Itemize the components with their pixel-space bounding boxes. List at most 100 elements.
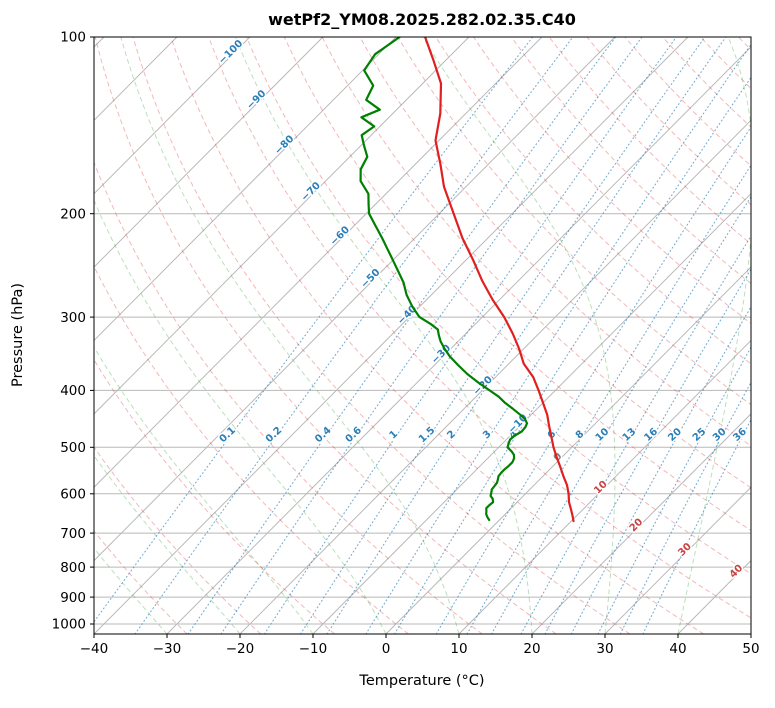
dry-adiabat-line: [94, 265, 409, 634]
mixing-ratio-line: [466, 164, 751, 634]
y-tick-label: 400: [60, 383, 86, 399]
y-tick-label: 300: [60, 310, 86, 326]
mixing-ratio-line: [544, 268, 751, 634]
mixing-ratio-lines-group: [94, 37, 751, 634]
isotherm-label: −90: [245, 88, 269, 112]
dry-adiabat-line: [662, 37, 751, 128]
isotherm-line: [94, 37, 543, 488]
mixing-ratio-label: 20: [666, 426, 684, 444]
y-tick-label: 600: [60, 487, 86, 503]
y-tick-label: 800: [60, 560, 86, 576]
mixing-ratio-line: [570, 305, 751, 634]
dry-adiabats-group: [94, 37, 751, 634]
mixing-ratio-line: [299, 37, 706, 634]
mixing-ratio-label: 8: [574, 429, 587, 442]
x-axis-label: Temperature (°C): [358, 673, 484, 689]
isotherm-line: [94, 37, 251, 195]
dry-adiabat-line: [397, 37, 751, 406]
sounding-curves: [359, 37, 575, 523]
isotherm-line: [385, 266, 751, 634]
isotherm-label: 40: [728, 563, 746, 581]
x-tick-label: 10: [450, 641, 467, 657]
isotherm-line: [312, 193, 751, 634]
y-axis-label: Pressure (hPa): [10, 283, 26, 387]
moist-adiabat-line: [120, 37, 460, 634]
pressure-gridlines: [94, 37, 751, 625]
mixing-ratio-label: 1: [388, 429, 401, 442]
x-tick-label: 20: [523, 641, 540, 657]
isotherm-label: 20: [628, 517, 646, 535]
x-tick-label: −20: [226, 641, 255, 657]
mixing-ratio-line: [435, 126, 751, 634]
isotherm-line: [94, 37, 470, 415]
y-tick-label: 1000: [52, 617, 86, 633]
mixing-ratio-line: [134, 37, 574, 634]
isotherm-line: [94, 37, 324, 268]
background-lines: 0.1 0.2 0.4 0.6 1 1.5 2 3 4 6 8 10 13 16 20 25 30 36−100−…: [94, 37, 751, 634]
mixing-ratio-line: [326, 37, 727, 634]
mixing-ratio-line: [365, 43, 751, 634]
y-tick-label: 500: [60, 440, 86, 456]
y-tick-label: 200: [60, 206, 86, 222]
dry-adiabat-line: [94, 161, 483, 634]
y-tick-label: 100: [60, 30, 86, 46]
mixing-ratio-line: [393, 76, 751, 634]
isotherm-line: [166, 46, 751, 634]
mixing-ratio-label: 0.2: [264, 425, 284, 445]
isotherm-line: [94, 37, 397, 342]
dry-adiabat-line: [586, 37, 751, 206]
y-tick-label: 900: [60, 590, 86, 606]
dry-adiabat-line: [510, 37, 751, 285]
y-tick-label: 700: [60, 526, 86, 542]
moist-adiabat-line: [677, 37, 751, 634]
x-axis-ticks: −40 −30 −20 −10 0 10 20 30 40 50: [80, 634, 760, 657]
isotherm-line: [750, 633, 751, 634]
mixing-ratio-line: [490, 195, 751, 634]
mixing-ratio-line: [263, 37, 677, 634]
plot-frame: [93, 36, 752, 635]
dry-adiabat-line: [321, 37, 751, 489]
x-tick-label: 30: [596, 641, 613, 657]
dry-adiabat-line: [94, 446, 262, 634]
x-tick-label: −10: [299, 641, 328, 657]
isotherm-line: [677, 559, 751, 634]
mixing-ratio-label: 2: [445, 429, 458, 442]
moist-adiabat-line: [422, 37, 616, 634]
isotherm-line: [458, 339, 751, 634]
mixing-ratio-label: 10: [594, 426, 612, 444]
dry-adiabat-line: [548, 37, 751, 245]
isotherm-line: [94, 37, 178, 122]
dry-adiabat-line: [246, 37, 751, 575]
dewpoint-curve: [359, 37, 529, 522]
isotherm-line: [94, 37, 616, 562]
mixing-ratio-line: [220, 37, 643, 634]
isotherm-label: −100: [217, 38, 245, 66]
dry-adiabat-line: [435, 37, 751, 365]
isotherm-line: [531, 413, 751, 634]
x-tick-label: 50: [742, 641, 759, 657]
dry-adiabat-line: [359, 37, 751, 447]
dry-adiabat-line: [208, 37, 751, 619]
isotherm-line: [94, 37, 689, 634]
moist-adiabats-group: [94, 37, 751, 634]
mixing-ratio-line: [520, 234, 751, 634]
temperature-curve: [424, 37, 575, 523]
mixing-ratio-label: 25: [691, 426, 709, 444]
mixing-ratio-label: 3: [481, 429, 494, 442]
isotherm-label: −80: [273, 134, 297, 158]
y-axis-ticks: 100 200 300 400 500 600 700 800 900 1000: [52, 30, 94, 633]
x-tick-label: −40: [80, 641, 109, 657]
moist-adiabat-line: [94, 199, 387, 634]
mixing-ratio-label: 0.4: [313, 425, 333, 445]
isotherms-group: [94, 37, 751, 634]
dry-adiabat-line: [132, 37, 631, 634]
x-tick-label: 40: [669, 641, 686, 657]
dry-adiabat-line: [624, 37, 751, 167]
isotherm-line: [239, 119, 751, 634]
x-tick-label: 0: [382, 641, 391, 657]
moist-adiabat-line: [94, 454, 241, 634]
mixing-ratio-line: [94, 37, 534, 623]
dry-adiabat-line: [283, 37, 751, 532]
